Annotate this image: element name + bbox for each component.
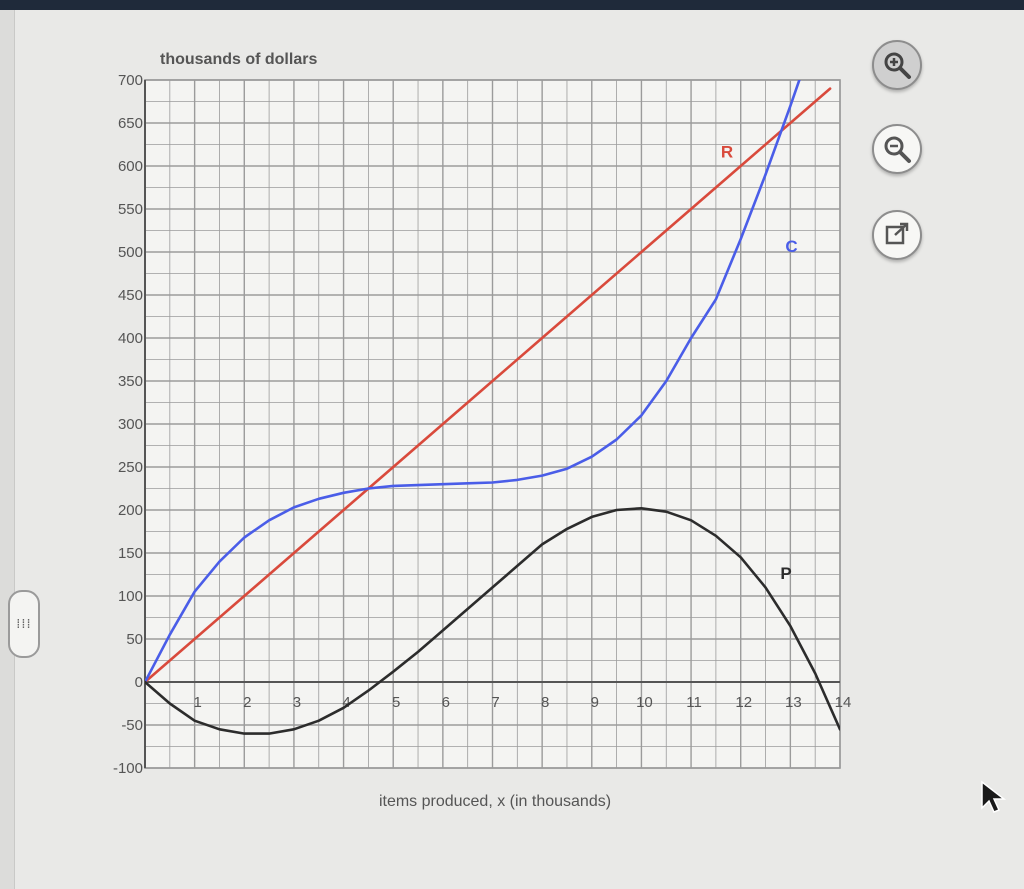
side-panel-handle[interactable]: ⁞⁞⁞: [8, 590, 40, 658]
curve-label-P: P: [780, 564, 791, 583]
x-tick-label: 11: [686, 694, 702, 711]
curve-label-R: R: [721, 142, 733, 161]
y-tick-label: 150: [118, 545, 143, 562]
x-tick-label: 3: [293, 694, 301, 711]
series-line-P: [145, 506, 840, 735]
y-tick-label: 100: [118, 588, 143, 605]
y-tick-label: 650: [118, 115, 143, 132]
series-line-R: [145, 87, 832, 684]
curve-label-C: C: [785, 237, 797, 256]
external-link-icon: [885, 222, 909, 245]
curve-labels: R C P: [721, 142, 798, 582]
y-tick-label: 700: [118, 72, 143, 89]
x-tick-label: 2: [243, 694, 251, 711]
handle-grip-icon: ⁞⁞⁞: [16, 616, 32, 632]
y-tick-label: 550: [118, 201, 143, 218]
x-tick-label: 7: [491, 694, 499, 711]
y-tick-label: 200: [118, 502, 143, 519]
x-tick-label: 12: [735, 694, 752, 711]
x-tick-label: 4: [342, 694, 350, 711]
y-tick-label: 300: [118, 416, 143, 433]
x-tick-label: 5: [392, 694, 400, 711]
x-tick-label: 10: [636, 694, 653, 711]
magnifier-plus-icon: [884, 52, 911, 79]
zoom-in-button[interactable]: [872, 40, 922, 90]
y-tick-label: 350: [118, 373, 143, 390]
x-tick-label: 1: [193, 694, 201, 711]
y-tick-label: 600: [118, 158, 143, 175]
popout-button[interactable]: [872, 210, 922, 260]
y-tick-label: 50: [126, 631, 143, 648]
y-tick-label: 0: [135, 674, 143, 691]
window-top-bar: [0, 0, 1024, 10]
y-tick-label: -100: [113, 760, 143, 777]
x-tick-label: 13: [785, 694, 802, 711]
left-panel-edge: [0, 10, 15, 889]
y-tick-label: 250: [118, 459, 143, 476]
y-tick-label: -50: [121, 717, 143, 734]
axes: [144, 80, 840, 768]
series-line-C: [145, 80, 801, 684]
y-axis-title: thousands of dollars: [160, 51, 317, 68]
y-tick-labels: 7006506005505004504003503002502001501005…: [113, 72, 143, 777]
magnifier-minus-icon: [884, 136, 911, 163]
x-tick-label: 9: [591, 694, 599, 711]
x-tick-labels: 1 2 3 4 5 6 7 8 9 10 11 12 13 14: [193, 694, 851, 711]
y-tick-label: 500: [118, 244, 143, 261]
x-tick-label: 6: [442, 694, 450, 711]
mouse-cursor-icon: [981, 780, 1007, 813]
y-tick-label: 400: [118, 330, 143, 347]
x-axis-title: items produced, x (in thousands): [379, 793, 611, 810]
y-tick-label: 450: [118, 287, 143, 304]
x-tick-label: 8: [541, 694, 549, 711]
x-tick-label: 14: [835, 694, 852, 711]
zoom-out-button[interactable]: [872, 124, 922, 174]
series-lines: [145, 80, 840, 735]
